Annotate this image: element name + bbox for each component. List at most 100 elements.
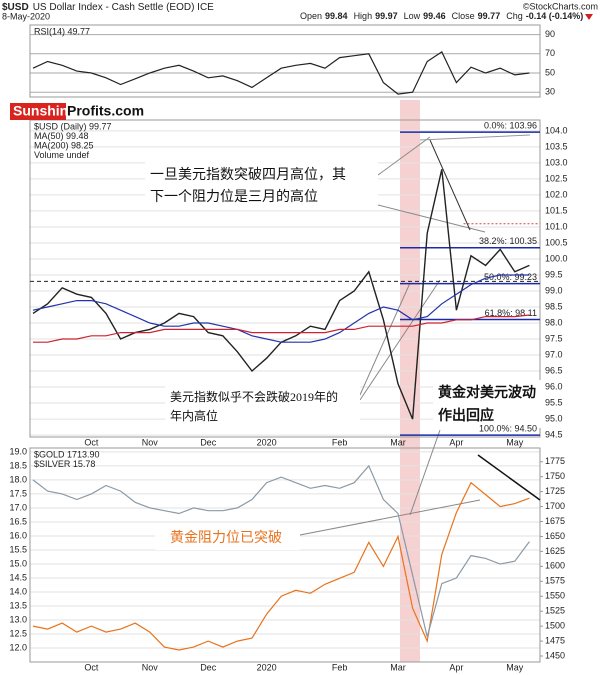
y-tick-label: 50 — [545, 67, 555, 77]
x-tick-label: Feb — [332, 437, 348, 447]
y-tick-label: 98.5 — [545, 301, 563, 311]
leader — [377, 136, 431, 176]
y-tick-label: 100.0 — [545, 253, 568, 263]
y2-tick-label: 1475 — [545, 635, 565, 645]
y-tick-label: 95.5 — [545, 397, 563, 407]
y2-tick-label: 1600 — [545, 561, 565, 571]
fib-label: 100.0%: 94.50 — [479, 423, 537, 433]
quote-value: 99.77 — [478, 11, 501, 21]
quote-value: 99.97 — [375, 11, 398, 21]
fib-label: 0.0%: 103.96 — [484, 121, 537, 131]
y2-tick-label: 1575 — [545, 576, 565, 586]
y2-tick-label: 1550 — [545, 591, 565, 601]
y-tick-label: 15.0 — [9, 558, 27, 568]
y-tick-label: 18.0 — [9, 474, 27, 484]
y-tick-label: 12.5 — [9, 628, 27, 638]
legend-entry: RSI(14) 49.77 — [34, 26, 90, 36]
annotation-box — [155, 527, 300, 550]
x-tick-label: May — [506, 437, 524, 447]
series-line — [32, 51, 530, 95]
fib-label: 50.0%: 99.23 — [484, 272, 537, 282]
legend-note: Volume undef — [34, 150, 90, 160]
y2-tick-label: 1650 — [545, 531, 565, 541]
annotation-box — [165, 385, 360, 428]
gold-frame — [29, 447, 541, 663]
series-line — [32, 274, 530, 343]
y-tick-label: 12.0 — [9, 642, 27, 652]
y-tick-label: 30 — [545, 87, 555, 97]
y-tick-label: 90 — [545, 29, 555, 39]
y-tick-label: 99.5 — [545, 269, 563, 279]
y-tick-label: 13.0 — [9, 614, 27, 624]
series-line — [33, 314, 530, 343]
instrument: US Dollar Index - Cash Settle (EOD) ICE — [33, 2, 214, 13]
quote-value: 99.46 — [423, 11, 446, 21]
y-tick-label: 103.0 — [545, 157, 568, 167]
y-tick-label: 70 — [545, 48, 555, 58]
fib-label: 61.8%: 98.11 — [485, 308, 537, 318]
quote-value: -0.14 (-0.14%) — [526, 11, 584, 21]
annotation-line: 下一个阻力位是三月的高位 — [150, 188, 318, 205]
quote-value: 99.84 — [325, 11, 348, 21]
x-tick-label: Feb — [332, 662, 348, 672]
y-tick-label: 96.0 — [545, 381, 563, 391]
x-tick-label: May — [506, 662, 524, 672]
y-tick-label: 15.5 — [9, 544, 27, 554]
y-tick-label: 14.0 — [9, 586, 27, 596]
y-tick-label: 97.0 — [545, 349, 563, 359]
y-tick-label: 17.0 — [9, 502, 27, 512]
quote-label: Low — [404, 11, 421, 21]
leader — [377, 204, 486, 233]
y-tick-label: 98.0 — [545, 317, 563, 327]
y-tick-label: 96.5 — [545, 365, 563, 375]
y-tick-label: 102.0 — [545, 189, 568, 199]
y2-tick-label: 1775 — [545, 456, 565, 466]
x-tick-label: Nov — [142, 437, 159, 447]
annotation-box — [145, 162, 378, 208]
y-tick-label: 100.5 — [545, 237, 568, 247]
header-title: $USD US Dollar Index - Cash Settle (EOD) … — [2, 2, 214, 13]
leader — [359, 279, 441, 401]
y-tick-label: 16.5 — [9, 516, 27, 526]
logo-part2: Profits.com — [67, 103, 144, 119]
x-tick-label: Dec — [200, 437, 217, 447]
y-tick-label: 13.5 — [9, 600, 27, 610]
y2-tick-label: 1500 — [545, 621, 565, 631]
annotation-line: 一旦美元指数突破四月高位，其 — [150, 166, 346, 183]
x-tick-label: Oct — [84, 662, 99, 672]
x-tick-label: Dec — [200, 662, 217, 672]
leader — [299, 499, 481, 536]
fib-label: 38.2%: 100.35 — [479, 236, 537, 246]
y2-tick-label: 1450 — [545, 650, 565, 660]
y-tick-label: 101.0 — [545, 221, 568, 231]
annotation-line: 美元指数似乎不会跌破2019年的 — [170, 389, 338, 404]
legend-entry: $USD (Daily) 99.77 — [34, 121, 112, 131]
annotation-line: 黄金对美元波动 — [438, 384, 536, 401]
y-tick-label: 104.0 — [545, 125, 568, 135]
y-tick-label: 17.5 — [9, 488, 27, 498]
y2-tick-label: 1725 — [545, 486, 565, 496]
quote: Open 99.84 High 99.97 Low 99.46 Close 99.77 Chg -… — [300, 11, 583, 21]
x-tick-label: 2020 — [257, 437, 277, 447]
x-tick-label: 2020 — [257, 662, 277, 672]
y2-tick-label: 1625 — [545, 546, 565, 556]
quote-label: Open — [300, 11, 322, 21]
y-tick-label: 101.5 — [545, 205, 568, 215]
y2-tick-label: 1750 — [545, 471, 565, 481]
down-arrow — [585, 14, 593, 20]
legend-entry: $GOLD 1713.90 — [34, 449, 100, 459]
y-tick-label: 103.5 — [545, 141, 568, 151]
y-tick-label: 94.5 — [545, 429, 563, 439]
quote-label: Chg — [506, 11, 523, 21]
y2-tick-label: 1675 — [545, 516, 565, 526]
x-tick-label: Mar — [390, 437, 406, 447]
y-tick-label: 18.5 — [9, 460, 27, 470]
y-tick-label: 102.5 — [545, 173, 568, 183]
quote-label: Close — [452, 11, 475, 21]
y-tick-label: 97.5 — [545, 333, 563, 343]
header-date: 8-May-2020 — [2, 11, 50, 21]
quote-label: High — [354, 11, 373, 21]
x-tick-label: Apr — [449, 662, 463, 672]
annotation-box — [433, 380, 550, 428]
